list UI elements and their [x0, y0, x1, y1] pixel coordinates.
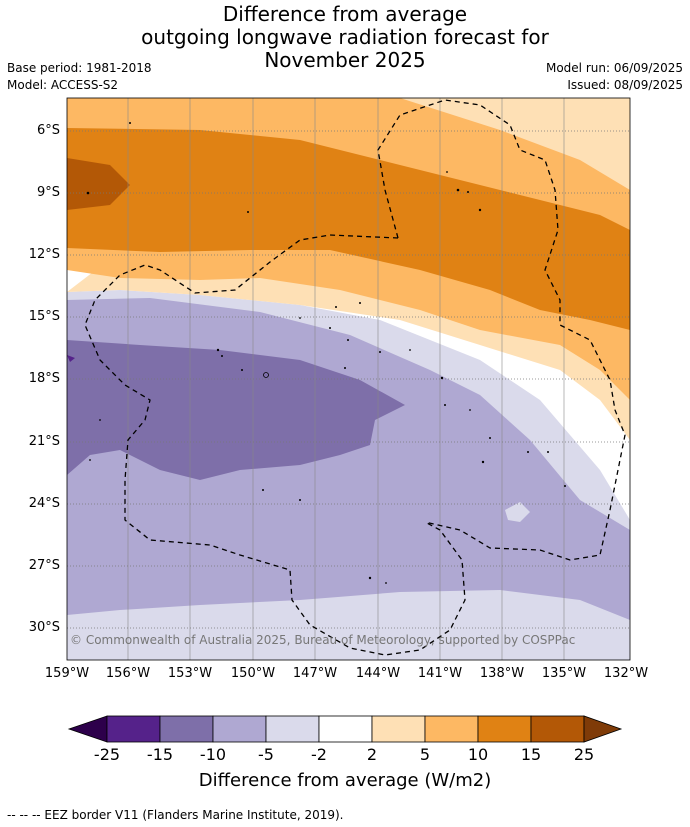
band-neg15-neg25	[67, 355, 75, 362]
colorbar-tick: 2	[366, 745, 378, 764]
island-markers	[86, 122, 566, 584]
colorbar-title: Difference from average (W/m2)	[198, 770, 492, 791]
chart-title-line2: outgoing longwave radiation forecast for	[141, 25, 549, 49]
map-frame	[66, 97, 631, 661]
colorbar-tick: -15	[146, 745, 174, 764]
colorbar-tick: -2	[311, 745, 327, 764]
lon-label: 132°W	[603, 666, 649, 681]
lon-label: 156°W	[105, 666, 151, 681]
lon-label: 138°W	[479, 666, 525, 681]
lat-label: 27°S	[28, 558, 60, 573]
lon-label: 144°W	[355, 666, 401, 681]
colorbar-under-arrow	[67, 715, 108, 743]
base-period: Base period: 1981-2018	[7, 61, 152, 75]
lon-label: 150°W	[230, 666, 276, 681]
map-plot-area	[67, 98, 630, 660]
colorbar	[67, 715, 623, 743]
lat-label: 12°S	[28, 247, 60, 262]
colorbar-tick: 5	[419, 745, 431, 764]
issued-date: Issued: 08/09/2025	[567, 78, 683, 92]
colorbar-tick: -10	[199, 745, 227, 764]
colorbar-tick: 15	[520, 745, 542, 764]
colorbar-tick: 25	[573, 745, 595, 764]
lat-label: 30°S	[28, 620, 60, 635]
colorbar-tick: -5	[258, 745, 274, 764]
eez-border-west	[84, 234, 466, 656]
lat-label: 15°S	[28, 309, 60, 324]
lat-label: 18°S	[28, 371, 60, 386]
chart-title-line3: November 2025	[264, 48, 426, 72]
eez-border-east	[377, 99, 626, 561]
lon-label: 141°W	[417, 666, 463, 681]
colorbar-tick: 10	[467, 745, 489, 764]
colorbar-swatch	[106, 715, 161, 743]
lat-label: 21°S	[28, 434, 60, 449]
model-name: Model: ACCESS-S2	[7, 78, 119, 92]
colorbar-swatch	[530, 715, 585, 743]
lon-label: 159°W	[44, 666, 90, 681]
band-10-15	[67, 128, 630, 330]
band-15-25	[67, 158, 130, 210]
eez-footnote: -- -- -- EEZ border V11 (Flanders Marine…	[7, 808, 344, 822]
colorbar-tick: -25	[93, 745, 121, 764]
colorbar-swatch	[424, 715, 479, 743]
model-run-date: Model run: 06/09/2025	[545, 61, 683, 75]
colorbar-swatch	[371, 715, 426, 743]
lat-label: 9°S	[36, 185, 60, 200]
lon-label: 147°W	[292, 666, 338, 681]
colorbar-over-arrow	[583, 715, 623, 743]
chart-title-line1: Difference from average	[222, 2, 468, 26]
lon-label: 153°W	[167, 666, 213, 681]
band-patch	[505, 502, 530, 522]
copyright-notice: © Commonwealth of Australia 2025, Bureau…	[70, 633, 576, 647]
colorbar-swatch	[212, 715, 267, 743]
colorbar-swatch	[477, 715, 532, 743]
colorbar-swatch	[318, 715, 373, 743]
band-neg10-neg15	[67, 340, 405, 480]
parallel-lines	[67, 130, 630, 629]
lat-label: 24°S	[28, 496, 60, 511]
colorbar-swatch	[265, 715, 320, 743]
lat-label: 6°S	[36, 123, 60, 138]
lon-label: 135°W	[541, 666, 587, 681]
colorbar-swatch	[159, 715, 214, 743]
